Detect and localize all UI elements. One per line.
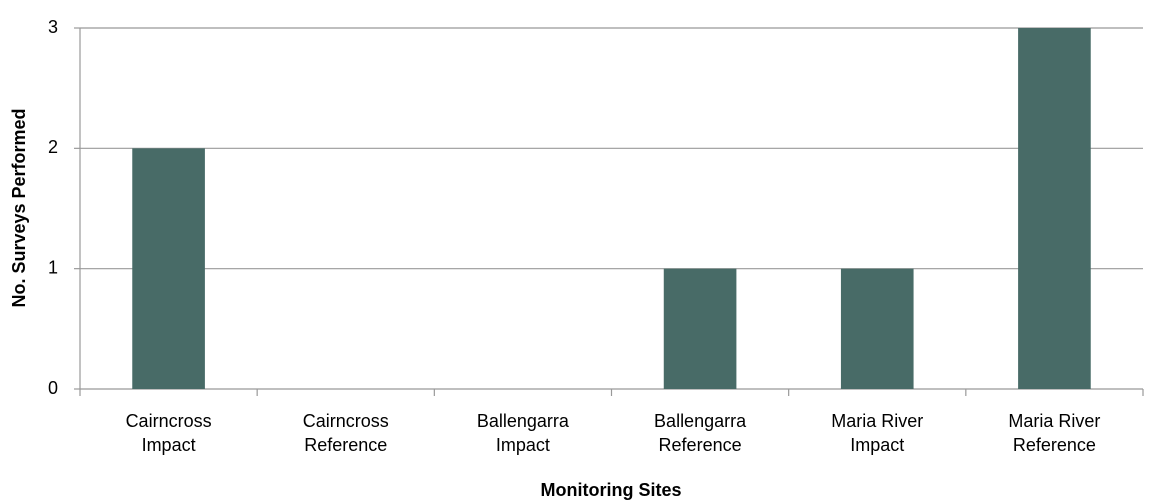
x-tick-label: Maria River Reference xyxy=(1008,411,1100,455)
y-tick-label: 3 xyxy=(48,17,58,37)
x-tick-label: Cairncross Reference xyxy=(303,411,389,455)
x-tick-label: Ballengarra Impact xyxy=(477,411,570,455)
y-tick-label: 0 xyxy=(48,378,58,398)
bar xyxy=(132,148,205,389)
y-tick-label: 1 xyxy=(48,257,58,277)
y-axis-label: No. Surveys Performed xyxy=(9,108,29,307)
bar xyxy=(663,268,737,389)
x-tick-label: Maria River Impact xyxy=(831,411,923,455)
bar xyxy=(840,268,914,389)
x-tick-label: Cairncross Impact xyxy=(126,411,212,455)
x-axis-label: Monitoring Sites xyxy=(541,480,682,500)
y-tick-label: 2 xyxy=(48,137,58,157)
x-tick-label: Ballengarra Reference xyxy=(654,411,747,455)
bar xyxy=(1018,28,1091,389)
